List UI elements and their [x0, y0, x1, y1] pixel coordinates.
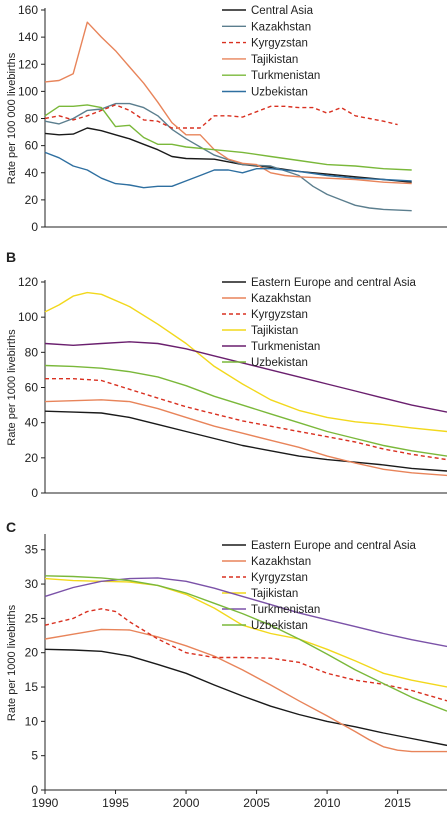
- legend-label: Kazakhstan: [251, 21, 311, 33]
- legend-label: Turkmenistan: [251, 341, 320, 353]
- y-tick-label: 25: [25, 611, 39, 625]
- legend-label: Tajikistan: [251, 54, 298, 66]
- legend-label: Kyrgyzstan: [251, 572, 308, 584]
- y-axis-label: Rate per 100 000 livebirths: [6, 52, 18, 184]
- series-line-5: [44, 577, 447, 648]
- y-tick-label: 40: [25, 166, 39, 180]
- y-tick-label: 160: [18, 3, 38, 17]
- y-tick-label: 100: [18, 310, 38, 324]
- y-tick-label: 0: [31, 486, 38, 500]
- legend-label: Uzbekistan: [251, 620, 308, 632]
- y-tick-label: 100: [18, 84, 38, 98]
- series-line-1: [44, 410, 447, 472]
- y-axis-label: Rate per 1000 livebirths: [6, 329, 18, 446]
- series-line-3: [44, 104, 398, 129]
- series-line-4: [44, 21, 412, 185]
- y-tick-label: 140: [18, 30, 38, 44]
- y-tick-label: 0: [31, 783, 38, 797]
- legend-label: Uzbekistan: [251, 87, 308, 99]
- series-line-5: [44, 341, 447, 413]
- panel-label: C: [6, 519, 16, 535]
- y-tick-label: 60: [25, 139, 39, 153]
- legend-label: Eastern Europe and central Asia: [251, 277, 417, 289]
- y-tick-label: 20: [25, 451, 39, 465]
- series-line-2: [44, 628, 447, 753]
- series-line-2: [44, 102, 412, 212]
- series-line-3: [45, 378, 447, 461]
- chart-panel-1: 0 20 40 60 80 100 120 140 160 Rate per 100 000 li…: [6, 3, 447, 234]
- y-tick-label: 10: [25, 714, 39, 728]
- y-tick-label: 120: [18, 275, 38, 289]
- legend-label: Turkmenistan: [251, 604, 320, 616]
- y-tick-label: 60: [25, 381, 39, 395]
- y-tick-label: 120: [18, 57, 38, 71]
- x-tick-label: 2015: [384, 796, 411, 810]
- y-tick-label: 80: [25, 112, 39, 126]
- y-tick-label: 15: [25, 680, 39, 694]
- y-axis-label: Rate per 1000 livebirths: [6, 604, 18, 721]
- y-tick-label: 40: [25, 416, 39, 430]
- series-line-5: [44, 104, 412, 171]
- y-tick-label: 20: [25, 193, 39, 207]
- series-line-1: [44, 648, 447, 747]
- series-line-6: [44, 151, 412, 189]
- legend-label: Kazakhstan: [251, 293, 311, 305]
- y-tick-label: 35: [25, 543, 39, 557]
- legend-label: Tajikistan: [251, 588, 298, 600]
- series-line-6: [44, 575, 447, 712]
- legend-label: Uzbekistan: [251, 357, 308, 369]
- x-tick-label: 1990: [32, 796, 59, 810]
- legend-label: Kyrgyzstan: [251, 309, 308, 321]
- legend-label: Central Asia: [251, 5, 314, 17]
- series-line-1: [44, 127, 412, 183]
- y-tick-label: 80: [25, 345, 39, 359]
- y-tick-label: 30: [25, 577, 39, 591]
- legend-label: Turkmenistan: [251, 70, 320, 82]
- x-tick-label: 2005: [243, 796, 270, 810]
- x-tick-label: 1995: [102, 796, 129, 810]
- y-tick-label: 0: [31, 220, 38, 234]
- y-tick-label: 20: [25, 646, 39, 660]
- legend-label: Kyrgyzstan: [251, 38, 308, 50]
- chart-panel-2: B 0 20 40 60 80 100 120 Rate per 1000 livebirths…: [6, 249, 447, 500]
- series-line-3: [44, 608, 447, 702]
- series-line-4: [44, 577, 447, 688]
- y-tick-label: 5: [31, 749, 38, 763]
- legend-label: Tajikistan: [251, 325, 298, 337]
- x-tick-label: 2000: [173, 796, 200, 810]
- legend-label: Kazakhstan: [251, 556, 311, 568]
- series-line-2: [44, 399, 447, 477]
- legend-label: Eastern Europe and central Asia: [251, 540, 417, 552]
- series-line-4: [44, 291, 447, 433]
- series-line-6: [44, 364, 447, 457]
- chart-panel-3: C 0 5 10 15 20 25 30 35 1990 1995 2000 2005 2010 2015 R…: [6, 519, 447, 810]
- panel-label: B: [6, 249, 16, 265]
- x-tick-label: 2010: [314, 796, 341, 810]
